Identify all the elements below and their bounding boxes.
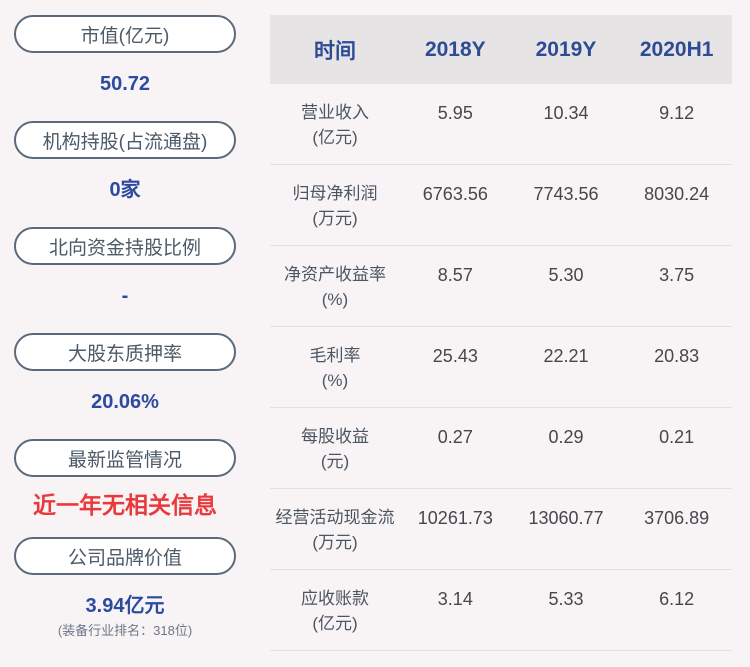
row-name: 经营活动现金流 <box>275 508 395 527</box>
latest-regulation-pill[interactable]: 最新监管情况 <box>14 439 236 477</box>
cell-roe-0: 8.57 <box>437 265 473 285</box>
cell-eps-0: 0.27 <box>437 427 473 447</box>
row-unit: (万元) <box>312 209 358 228</box>
brand-value-pill-label: 公司品牌价值 <box>67 547 182 569</box>
row-label-roe: 净资产收益率 (%) <box>270 246 400 326</box>
row-label-revenue: 营业收入 (亿元) <box>270 84 400 164</box>
institutional-holding-pill[interactable]: 机构持股(占流通盘) <box>14 121 236 159</box>
header-cell-2020H1: 2020H1 <box>639 37 714 61</box>
row-name: 归母净利润 <box>292 184 378 203</box>
latest-regulation-pill-label: 最新监管情况 <box>67 449 182 471</box>
row-label-net-profit: 归母净利润 (万元) <box>270 165 400 245</box>
sidebar-item-northbound-holding-ratio: 北向资金持股比例 - <box>14 227 236 333</box>
sidebar-item-market-cap: 市值(亿元) 50.72 <box>14 15 236 121</box>
cell-gross-margin-2: 20.83 <box>654 346 700 366</box>
cell-net-profit-2: 8030.24 <box>644 184 710 204</box>
header-cell-2018Y: 2018Y <box>424 37 486 61</box>
brand-value-pill[interactable]: 公司品牌价值 <box>14 537 236 575</box>
sidebar-item-institutional-holding: 机构持股(占流通盘) 0家 <box>14 121 236 227</box>
table-row-operating-cash-flow: 经营活动现金流 (万元) 10261.73 13060.77 3706.89 <box>270 489 732 570</box>
cell-roe-1: 5.30 <box>548 265 584 285</box>
cell-accounts-receivable-1: 5.33 <box>548 589 584 609</box>
cell-accounts-receivable-2: 6.12 <box>659 589 695 609</box>
row-name: 应收账款 <box>301 589 369 608</box>
row-name: 净资产收益率 <box>284 265 386 284</box>
row-label-accounts-receivable: 应收账款 (亿元) <box>270 570 400 650</box>
table-row-roe: 净资产收益率 (%) 8.57 5.30 3.75 <box>270 246 732 327</box>
cell-operating-cash-flow-1: 13060.77 <box>528 508 604 528</box>
table-row-gross-margin: 毛利率 (%) 25.43 22.21 20.83 <box>270 327 732 408</box>
major-shareholder-pledge-ratio-pill-label: 大股东质押率 <box>67 343 182 365</box>
cell-operating-cash-flow-2: 3706.89 <box>644 508 710 528</box>
row-unit: (%) <box>321 290 349 309</box>
row-name: 每股收益 <box>301 427 369 446</box>
cell-gross-margin-1: 22.21 <box>543 346 589 366</box>
market-cap-pill-label: 市值(亿元) <box>80 25 170 47</box>
table-row-revenue: 营业收入 (亿元) 5.95 10.34 9.12 <box>270 84 732 165</box>
brand-value-value: 3.94亿元 <box>85 595 165 617</box>
row-unit: (元) <box>320 452 350 471</box>
row-label-eps: 每股收益 (元) <box>270 408 400 488</box>
cell-revenue-1: 10.34 <box>543 103 589 123</box>
table-row-accounts-receivable: 应收账款 (亿元) 3.14 5.33 6.12 <box>270 570 732 651</box>
row-unit: (亿元) <box>312 614 358 633</box>
sidebar-item-major-shareholder-pledge-ratio: 大股东质押率 20.06% <box>14 333 236 439</box>
row-label-gross-margin: 毛利率 (%) <box>270 327 400 407</box>
table-body: 营业收入 (亿元) 5.95 10.34 9.12 归母净利润 (万元) 6763.56 774… <box>270 84 732 651</box>
table-header-row: 时间 2018Y 2019Y 2020H1 <box>270 15 732 84</box>
row-unit: (万元) <box>312 533 358 552</box>
row-label-operating-cash-flow: 经营活动现金流 (万元) <box>270 489 400 569</box>
market-cap-value: 50.72 <box>99 73 151 95</box>
cell-operating-cash-flow-0: 10261.73 <box>417 508 493 528</box>
sidebar-item-latest-regulation: 最新监管情况近一年无相关信息 <box>14 439 236 537</box>
major-shareholder-pledge-ratio-value: 20.06% <box>91 391 159 413</box>
financials-table: 时间 2018Y 2019Y 2020H1 营业收入 (亿元) 5.95 10.34 9.12… <box>270 15 732 651</box>
cell-accounts-receivable-0: 3.14 <box>437 589 473 609</box>
institutional-holding-pill-label: 机构持股(占流通盘) <box>42 131 208 153</box>
row-unit: (%) <box>321 371 349 390</box>
row-unit: (亿元) <box>312 128 358 147</box>
row-name: 营业收入 <box>301 103 369 122</box>
northbound-holding-ratio-value: - <box>121 285 129 307</box>
table-row-eps: 每股收益 (元) 0.27 0.29 0.21 <box>270 408 732 489</box>
market-cap-pill[interactable]: 市值(亿元) <box>14 15 236 53</box>
cell-net-profit-0: 6763.56 <box>422 184 488 204</box>
institutional-holding-value: 0家 <box>109 179 141 201</box>
cell-roe-2: 3.75 <box>659 265 695 285</box>
cell-revenue-0: 5.95 <box>437 103 473 123</box>
northbound-holding-ratio-pill-label: 北向资金持股比例 <box>48 237 201 259</box>
sidebar-item-brand-value: 公司品牌价值 3.94亿元 (装备行业排名：318位) <box>14 537 236 653</box>
metrics-sidebar: 市值(亿元) 50.72 机构持股(占流通盘) 0家北向资金持股比例 - 大股东质押率 20… <box>14 15 236 653</box>
latest-regulation-value: 近一年无相关信息 <box>33 492 217 518</box>
cell-eps-1: 0.29 <box>548 427 584 447</box>
cell-gross-margin-0: 25.43 <box>432 346 478 366</box>
cell-eps-2: 0.21 <box>659 427 695 447</box>
northbound-holding-ratio-pill[interactable]: 北向资金持股比例 <box>14 227 236 265</box>
header-cell-time: 时间 <box>314 39 356 63</box>
cell-net-profit-1: 7743.56 <box>533 184 599 204</box>
row-name: 毛利率 <box>309 346 361 365</box>
header-cell-2019Y: 2019Y <box>535 37 597 61</box>
major-shareholder-pledge-ratio-pill[interactable]: 大股东质押率 <box>14 333 236 371</box>
brand-value-subtext: (装备行业排名：318位) <box>57 623 193 638</box>
table-row-net-profit: 归母净利润 (万元) 6763.56 7743.56 8030.24 <box>270 165 732 246</box>
cell-revenue-2: 9.12 <box>659 103 695 123</box>
